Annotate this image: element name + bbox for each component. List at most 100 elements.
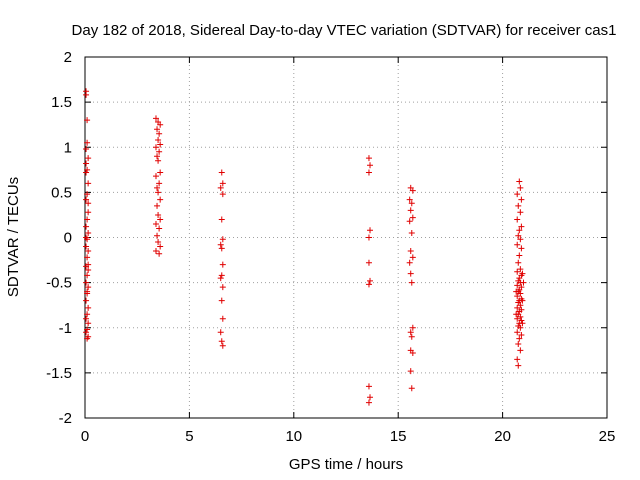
data-point — [365, 399, 372, 406]
data-point — [515, 340, 522, 347]
y-tick-label: 1 — [64, 139, 72, 156]
data-point — [406, 218, 413, 225]
data-point — [514, 191, 521, 198]
chart-title: Day 182 of 2018, Sidereal Day-to-day VTE… — [72, 22, 617, 39]
data-point — [219, 191, 226, 198]
data-point — [154, 232, 161, 239]
data-point — [83, 169, 90, 176]
data-point — [516, 252, 523, 259]
data-point — [84, 311, 91, 318]
data-point — [219, 284, 226, 291]
data-point — [517, 184, 524, 191]
data-point — [218, 272, 225, 279]
data-point — [218, 169, 225, 176]
data-point — [365, 259, 372, 266]
data-point — [517, 236, 524, 243]
data-point — [85, 304, 92, 311]
data-point — [83, 196, 90, 203]
data-point — [516, 178, 523, 185]
data-point — [365, 281, 372, 288]
data-point — [157, 216, 164, 223]
data-point — [514, 304, 521, 311]
data-point — [515, 362, 522, 369]
data-point — [519, 320, 526, 327]
data-point — [156, 180, 163, 187]
data-point — [517, 266, 524, 273]
y-tick-label: -0.5 — [46, 275, 72, 292]
data-point — [514, 356, 521, 363]
data-point — [154, 202, 161, 209]
data-point — [408, 333, 415, 340]
data-point — [519, 270, 526, 277]
data-point — [157, 169, 164, 176]
data-point — [84, 216, 91, 223]
data-point — [84, 326, 91, 333]
data-point — [152, 220, 159, 227]
data-point — [514, 293, 521, 300]
data-point — [513, 311, 520, 318]
data-point — [407, 270, 414, 277]
data-point — [406, 196, 413, 203]
data-point — [515, 259, 522, 266]
data-point — [407, 248, 414, 255]
data-point — [85, 229, 92, 236]
data-point — [85, 261, 92, 268]
data-point — [83, 279, 90, 286]
data-point — [218, 216, 225, 223]
data-point — [409, 214, 416, 221]
data-point — [85, 284, 92, 291]
data-point — [157, 121, 164, 128]
data-point — [155, 157, 162, 164]
data-point — [367, 394, 374, 401]
data-point — [155, 211, 162, 218]
data-point — [517, 324, 524, 331]
data-point — [407, 329, 414, 336]
data-point — [85, 248, 92, 255]
data-point — [84, 254, 91, 261]
data-point — [83, 234, 90, 241]
y-tick-label: 1.5 — [51, 94, 72, 111]
data-point — [518, 223, 525, 230]
data-point — [514, 268, 521, 275]
data-point — [217, 275, 224, 282]
data-point — [156, 250, 163, 257]
data-point — [518, 245, 525, 252]
data-point — [84, 166, 91, 173]
data-point — [84, 191, 91, 198]
grid-lines — [85, 57, 607, 418]
data-point — [152, 173, 159, 180]
data-point — [407, 368, 414, 375]
data-point — [219, 236, 226, 243]
data-point — [154, 184, 161, 191]
data-point — [85, 200, 92, 207]
x-axis: 0 5 10 15 20 25 — [81, 57, 615, 445]
data-point — [407, 207, 414, 214]
data-point — [406, 259, 413, 266]
data-point — [408, 229, 415, 236]
x-tick-label: 15 — [390, 428, 407, 445]
data-points — [83, 88, 527, 406]
data-point — [83, 91, 90, 98]
data-point — [83, 160, 90, 167]
y-tick-label: -2 — [59, 410, 72, 427]
data-point — [365, 169, 372, 176]
y-tick-label: 0.5 — [51, 184, 72, 201]
data-point — [152, 115, 159, 122]
data-point — [513, 288, 520, 295]
data-point — [365, 383, 372, 390]
data-point — [155, 239, 162, 246]
y-tick-label: -1 — [59, 320, 72, 337]
data-point — [516, 227, 523, 234]
data-point — [408, 385, 415, 392]
data-point — [517, 209, 524, 216]
data-point — [517, 290, 524, 297]
data-point — [85, 155, 92, 162]
data-point — [514, 241, 521, 248]
y-tick-label: -1.5 — [46, 365, 72, 382]
data-point — [83, 146, 90, 153]
data-point — [154, 153, 161, 160]
data-point — [84, 335, 91, 342]
data-point — [516, 335, 523, 342]
data-point — [219, 180, 226, 187]
data-point — [218, 297, 225, 304]
